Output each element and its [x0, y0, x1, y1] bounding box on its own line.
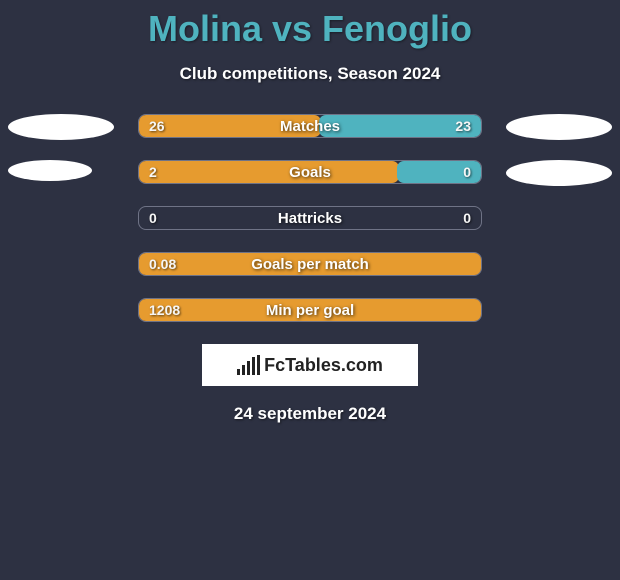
stat-row: 2623Matches — [0, 114, 620, 140]
page-title: Molina vs Fenoglio — [0, 0, 620, 50]
right-value: 0 — [463, 210, 471, 226]
right-ellipse — [506, 114, 612, 140]
bar-track: 0 0Hattricks — [138, 206, 482, 230]
stat-row: 0 0Hattricks — [0, 206, 620, 232]
bar-track: 1208Min per goal — [138, 298, 482, 322]
bar-track: 0.08Goals per match — [138, 252, 482, 276]
left-fill — [139, 253, 482, 275]
left-ellipse — [8, 114, 114, 140]
left-value: 26 — [149, 118, 165, 134]
right-value: 0 — [463, 164, 471, 180]
left-value: 0.08 — [149, 256, 176, 272]
stat-row: 0.08Goals per match — [0, 252, 620, 278]
left-value: 2 — [149, 164, 157, 180]
left-ellipse — [8, 160, 92, 181]
left-fill — [139, 115, 321, 137]
left-fill — [139, 161, 399, 183]
comparison-chart: 2623Matches20Goals00Hattricks0.08Goals p… — [0, 114, 620, 324]
right-ellipse — [506, 160, 612, 186]
site-logo: FcTables.com — [202, 344, 418, 386]
bar-chart-icon — [237, 355, 260, 375]
bar-track: 2623Matches — [138, 114, 482, 138]
subtitle: Club competitions, Season 2024 — [0, 64, 620, 84]
stat-row: 1208Min per goal — [0, 298, 620, 324]
left-value: 0 — [149, 210, 157, 226]
left-value: 1208 — [149, 302, 180, 318]
stat-row: 20Goals — [0, 160, 620, 186]
right-value: 23 — [455, 118, 471, 134]
left-fill — [139, 299, 482, 321]
bar-track: 20Goals — [138, 160, 482, 184]
logo-text: FcTables.com — [264, 355, 383, 376]
date-label: 24 september 2024 — [0, 404, 620, 424]
stat-label: Hattricks — [139, 210, 481, 227]
